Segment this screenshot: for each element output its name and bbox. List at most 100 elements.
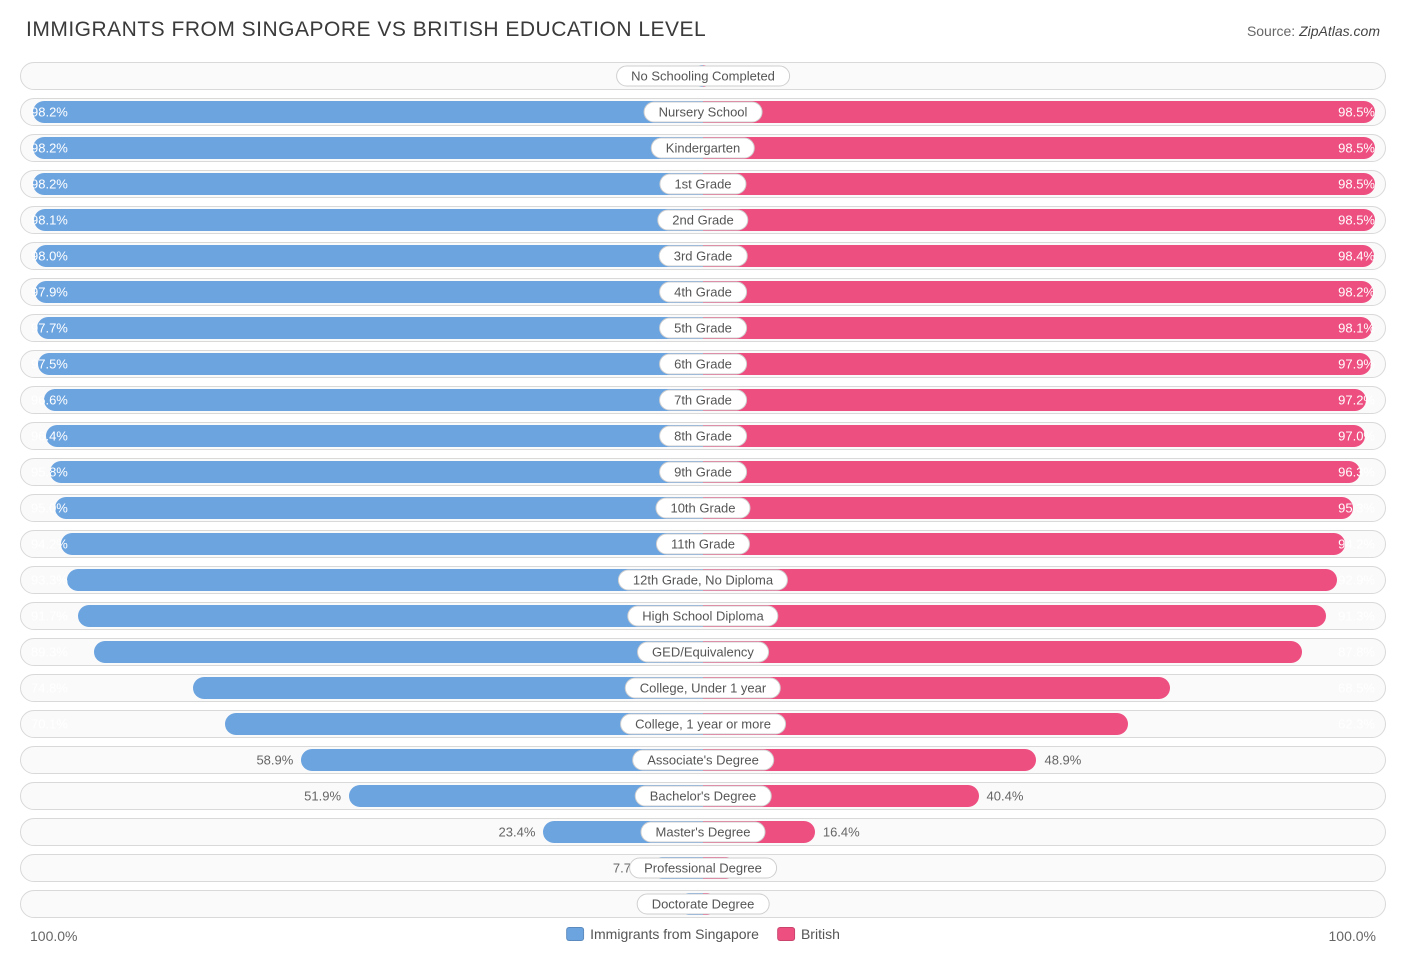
value-right: 87.8% [1338, 645, 1375, 660]
category-label: 6th Grade [659, 354, 747, 375]
value-right: 97.9% [1338, 357, 1375, 372]
bar-left [33, 173, 703, 195]
chart-row: 98.2%98.5%1st Grade [20, 170, 1386, 198]
legend-swatch-right [777, 927, 795, 941]
value-left: 98.2% [31, 105, 68, 120]
category-label: Nursery School [644, 102, 763, 123]
source-prefix: Source: [1247, 23, 1299, 39]
bar-right [703, 425, 1365, 447]
chart-row: 3.7%2.2%Doctorate Degree [20, 890, 1386, 918]
legend: Immigrants from Singapore British [566, 926, 840, 942]
value-left: 91.7% [31, 609, 68, 624]
bar-right [703, 281, 1373, 303]
value-right: 98.5% [1338, 213, 1375, 228]
legend-item-left: Immigrants from Singapore [566, 926, 759, 942]
category-label: Professional Degree [629, 858, 777, 879]
chart-row: 51.9%40.4%Bachelor's Degree [20, 782, 1386, 810]
chart-row: 96.6%97.2%7th Grade [20, 386, 1386, 414]
bar-right [703, 569, 1337, 591]
bar-left [35, 245, 703, 267]
bar-left [37, 317, 703, 339]
value-right: 95.3% [1338, 501, 1375, 516]
bar-right [703, 317, 1372, 339]
bar-left [50, 461, 703, 483]
value-left: 51.9% [304, 789, 341, 804]
value-left: 97.7% [31, 321, 68, 336]
legend-swatch-left [566, 927, 584, 941]
diverging-bar-chart: 1.8%1.5%No Schooling Completed98.2%98.5%… [20, 62, 1386, 918]
chart-row: 96.4% 97.0% 8th Grade [20, 422, 1386, 450]
bar-left [33, 101, 703, 123]
category-label: Master's Degree [641, 822, 766, 843]
category-label: 1st Grade [659, 174, 746, 195]
value-right: 62.3% [1338, 717, 1375, 732]
value-left: 98.2% [31, 141, 68, 156]
bar-left [55, 497, 703, 519]
value-right: 98.5% [1338, 177, 1375, 192]
value-left: 98.1% [31, 213, 68, 228]
value-right: 92.9% [1338, 573, 1375, 588]
category-label: College, Under 1 year [625, 678, 781, 699]
value-left: 96.4% [31, 429, 68, 444]
value-left: 70.1% [31, 717, 68, 732]
value-right: 16.4% [823, 825, 860, 840]
chart-row: 91.7% 91.3% High School Diploma [20, 602, 1386, 630]
bar-right [703, 353, 1371, 375]
bar-left [44, 389, 703, 411]
value-right: 96.3% [1338, 465, 1375, 480]
category-label: High School Diploma [627, 606, 778, 627]
chart-row: 94.2%94.2%11th Grade [20, 530, 1386, 558]
value-right: 98.4% [1338, 249, 1375, 264]
chart-row: 89.3%87.8%GED/Equivalency [20, 638, 1386, 666]
chart-title: IMMIGRANTS FROM SINGAPORE VS BRITISH EDU… [26, 18, 706, 42]
category-label: Doctorate Degree [637, 894, 770, 915]
category-label: No Schooling Completed [616, 66, 790, 87]
chart-row: 58.9%48.9%Associate's Degree [20, 746, 1386, 774]
chart-row: 95.8%96.3%9th Grade [20, 458, 1386, 486]
category-label: 4th Grade [659, 282, 747, 303]
chart-row: 97.7%98.1%5th Grade [20, 314, 1386, 342]
bar-left [46, 425, 703, 447]
category-label: 3rd Grade [659, 246, 748, 267]
bar-right [703, 641, 1302, 663]
value-right: 97.2% [1338, 393, 1375, 408]
category-label: 5th Grade [659, 318, 747, 339]
chart-row: 1.8%1.5%No Schooling Completed [20, 62, 1386, 90]
category-label: 12th Grade, No Diploma [618, 570, 788, 591]
bar-right [703, 137, 1375, 159]
category-label: Kindergarten [651, 138, 755, 159]
value-left: 94.2% [31, 537, 68, 552]
bar-right [703, 389, 1366, 411]
bar-left [78, 605, 703, 627]
legend-item-right: British [777, 926, 840, 942]
bar-left [38, 353, 703, 375]
category-label: 8th Grade [659, 426, 747, 447]
bar-right [703, 101, 1375, 123]
bar-right [703, 461, 1360, 483]
chart-row: 95.0%95.3%10th Grade [20, 494, 1386, 522]
category-label: 2nd Grade [657, 210, 748, 231]
category-label: Bachelor's Degree [635, 786, 772, 807]
chart-row: 98.2% 98.5% Kindergarten [20, 134, 1386, 162]
bar-left [61, 533, 703, 555]
bar-left [34, 209, 703, 231]
bar-left [94, 641, 703, 663]
value-left: 95.8% [31, 465, 68, 480]
value-right: 98.5% [1338, 141, 1375, 156]
chart-footer: 100.0% 100.0% Immigrants from Singapore … [20, 926, 1386, 952]
chart-row: 93.3%92.9%12th Grade, No Diploma [20, 566, 1386, 594]
axis-label-right: 100.0% [1329, 928, 1376, 944]
chart-row: 98.1% 98.5% 2nd Grade [20, 206, 1386, 234]
chart-row: 98.2%98.5%Nursery School [20, 98, 1386, 126]
bar-right [703, 497, 1353, 519]
value-right: 91.3% [1338, 609, 1375, 624]
chart-header: IMMIGRANTS FROM SINGAPORE VS BRITISH EDU… [20, 18, 1386, 42]
value-right: 97.0% [1338, 429, 1375, 444]
axis-label-left: 100.0% [30, 928, 77, 944]
value-left: 58.9% [256, 753, 293, 768]
bar-right [703, 173, 1375, 195]
value-left: 96.6% [31, 393, 68, 408]
bar-left [35, 281, 703, 303]
category-label: 10th Grade [655, 498, 750, 519]
category-label: 11th Grade [656, 534, 750, 555]
